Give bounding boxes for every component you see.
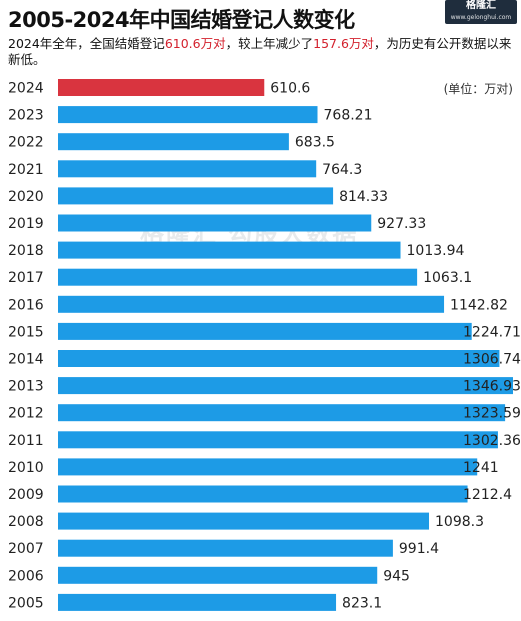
logo-url: www.gelonghui.com: [450, 14, 512, 21]
subtitle-highlight-1: 610.6万对: [164, 36, 226, 51]
value-label: 1241: [463, 460, 499, 476]
value-label: 1212.4: [463, 487, 512, 503]
bar: [58, 512, 430, 530]
bar: [58, 187, 334, 205]
year-label: 2022: [8, 135, 44, 151]
bar: [58, 160, 317, 178]
value-label: 1098.3: [435, 514, 484, 530]
bar: [58, 350, 500, 367]
year-label: 2009: [8, 487, 44, 503]
year-label: 2018: [8, 243, 44, 259]
year-label: 2024: [8, 81, 44, 97]
value-label: 1142.82: [450, 297, 508, 313]
value-label: 1323.59: [463, 406, 521, 422]
value-label: 1013.94: [407, 243, 465, 259]
bar: [58, 539, 393, 557]
bar: [58, 268, 418, 286]
value-label: 610.6: [270, 81, 310, 97]
year-label: 2011: [8, 433, 44, 449]
year-label: 2007: [8, 541, 44, 557]
bar: [58, 485, 468, 503]
bar: [58, 295, 445, 313]
year-label: 2015: [8, 324, 44, 340]
bar: [58, 133, 289, 151]
year-label: 2020: [8, 189, 44, 205]
year-label: 2008: [8, 514, 44, 530]
value-label: 683.5: [295, 135, 335, 151]
bar: [58, 106, 318, 124]
year-label: 2005: [8, 595, 44, 611]
subtitle-part2: ，较上年减少了: [225, 36, 314, 51]
bar: [58, 214, 372, 232]
bar: [58, 566, 378, 584]
year-label: 2023: [8, 108, 44, 124]
value-label: 945: [383, 568, 410, 584]
value-label: 814.33: [339, 189, 388, 205]
bar: [58, 241, 401, 259]
unit-label: (单位：万对): [443, 82, 513, 96]
year-label: 2010: [8, 460, 44, 476]
year-label: 2014: [8, 352, 44, 368]
year-label: 2021: [8, 162, 44, 178]
value-label: 1224.71: [463, 324, 521, 340]
year-label: 2019: [8, 216, 44, 232]
bar: [58, 431, 498, 449]
bar: [58, 79, 265, 96]
year-label: 2013: [8, 379, 44, 395]
year-label: 2012: [8, 406, 44, 422]
value-label: 764.3: [322, 162, 362, 178]
value-label: 1346.93: [463, 379, 521, 395]
logo-brand: 格隆汇: [466, 0, 496, 11]
value-label: 1306.74: [463, 352, 521, 368]
chart-title: 2005-2024年中国结婚登记人数变化: [8, 8, 355, 32]
value-label: 768.21: [324, 108, 373, 124]
subtitle-part1: 2024年全年，全国结婚登记: [8, 36, 165, 51]
value-label: 927.33: [377, 216, 426, 232]
value-label: 1063.1: [423, 270, 472, 286]
bar: [58, 458, 478, 476]
brand-logo: 格隆汇 www.gelonghui.com: [445, 0, 517, 24]
value-label: 991.4: [399, 541, 439, 557]
bar: [58, 322, 472, 340]
subtitle-highlight-2: 157.6万对: [313, 36, 374, 51]
year-label: 2017: [8, 270, 44, 286]
subtitle-part3: ，为历史有公开数据以来新低。: [8, 36, 512, 67]
bar: [58, 593, 337, 611]
bar: [58, 377, 513, 395]
year-label: 2006: [8, 568, 44, 584]
value-label: 1302.36: [463, 433, 521, 449]
chart-subtitle: 2024年全年，全国结婚登记610.6万对，较上年减少了157.6万对，为历史有…: [8, 36, 513, 68]
year-label: 2016: [8, 297, 44, 313]
bar: [58, 404, 506, 422]
value-label: 823.1: [342, 595, 382, 611]
